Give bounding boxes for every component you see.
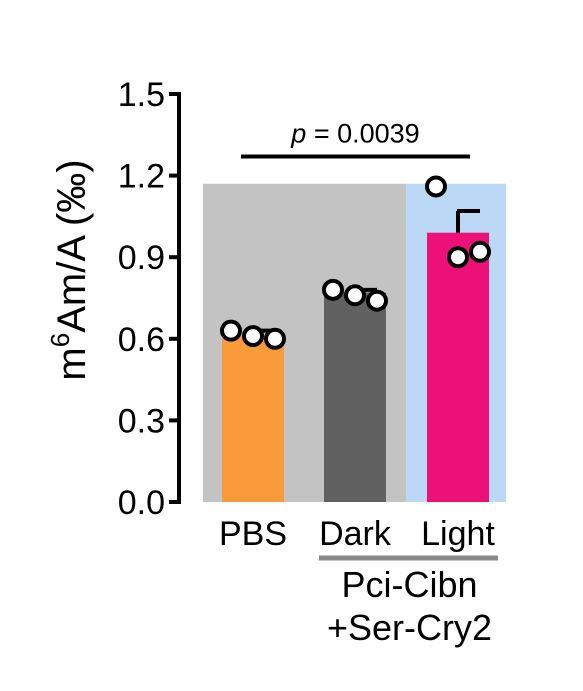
data-point-pbs-1 [220, 319, 242, 342]
y-tick-label: 0.9 [118, 239, 165, 277]
group-label-line-1: Pci-Cibn [341, 564, 477, 605]
bar-pbs [222, 336, 284, 502]
group-label: Pci-Cibn +Ser-Cry2 [319, 555, 498, 648]
category-labels: PBS Dark Light [219, 515, 495, 553]
y-tick-label: 0.3 [118, 402, 165, 440]
data-point-pbs-3 [264, 327, 286, 350]
data-point-dark-3 [366, 289, 388, 312]
bars [222, 232, 489, 502]
group-label-line-2: +Ser-Cry2 [327, 607, 492, 648]
bar-dark [324, 292, 386, 502]
data-point-light-1 [425, 175, 447, 198]
data-points [220, 175, 491, 350]
y-tick-label: 0.0 [118, 484, 165, 522]
y-tick-label: 1.5 [118, 76, 165, 114]
bar-light [427, 232, 489, 502]
data-point-dark-1 [322, 278, 344, 301]
y-tick-label: 0.6 [118, 321, 165, 359]
data-point-light-2 [447, 246, 469, 269]
x-category-pbs: PBS [219, 515, 287, 553]
data-point-light-3 [469, 240, 491, 263]
p-value-label: p = 0.0039 [290, 119, 419, 149]
data-point-dark-2 [344, 284, 366, 307]
x-category-light: Light [421, 515, 495, 553]
y-tick-label: 1.2 [118, 158, 165, 196]
p-value-annotation: p = 0.0039 [241, 119, 470, 159]
data-point-pbs-2 [242, 325, 264, 348]
y-axis: 0.0 0.3 0.6 0.9 1.2 1.5 [118, 76, 181, 522]
y-axis-title: m6Am/A (‰) [45, 159, 94, 380]
x-category-dark: Dark [319, 515, 392, 553]
